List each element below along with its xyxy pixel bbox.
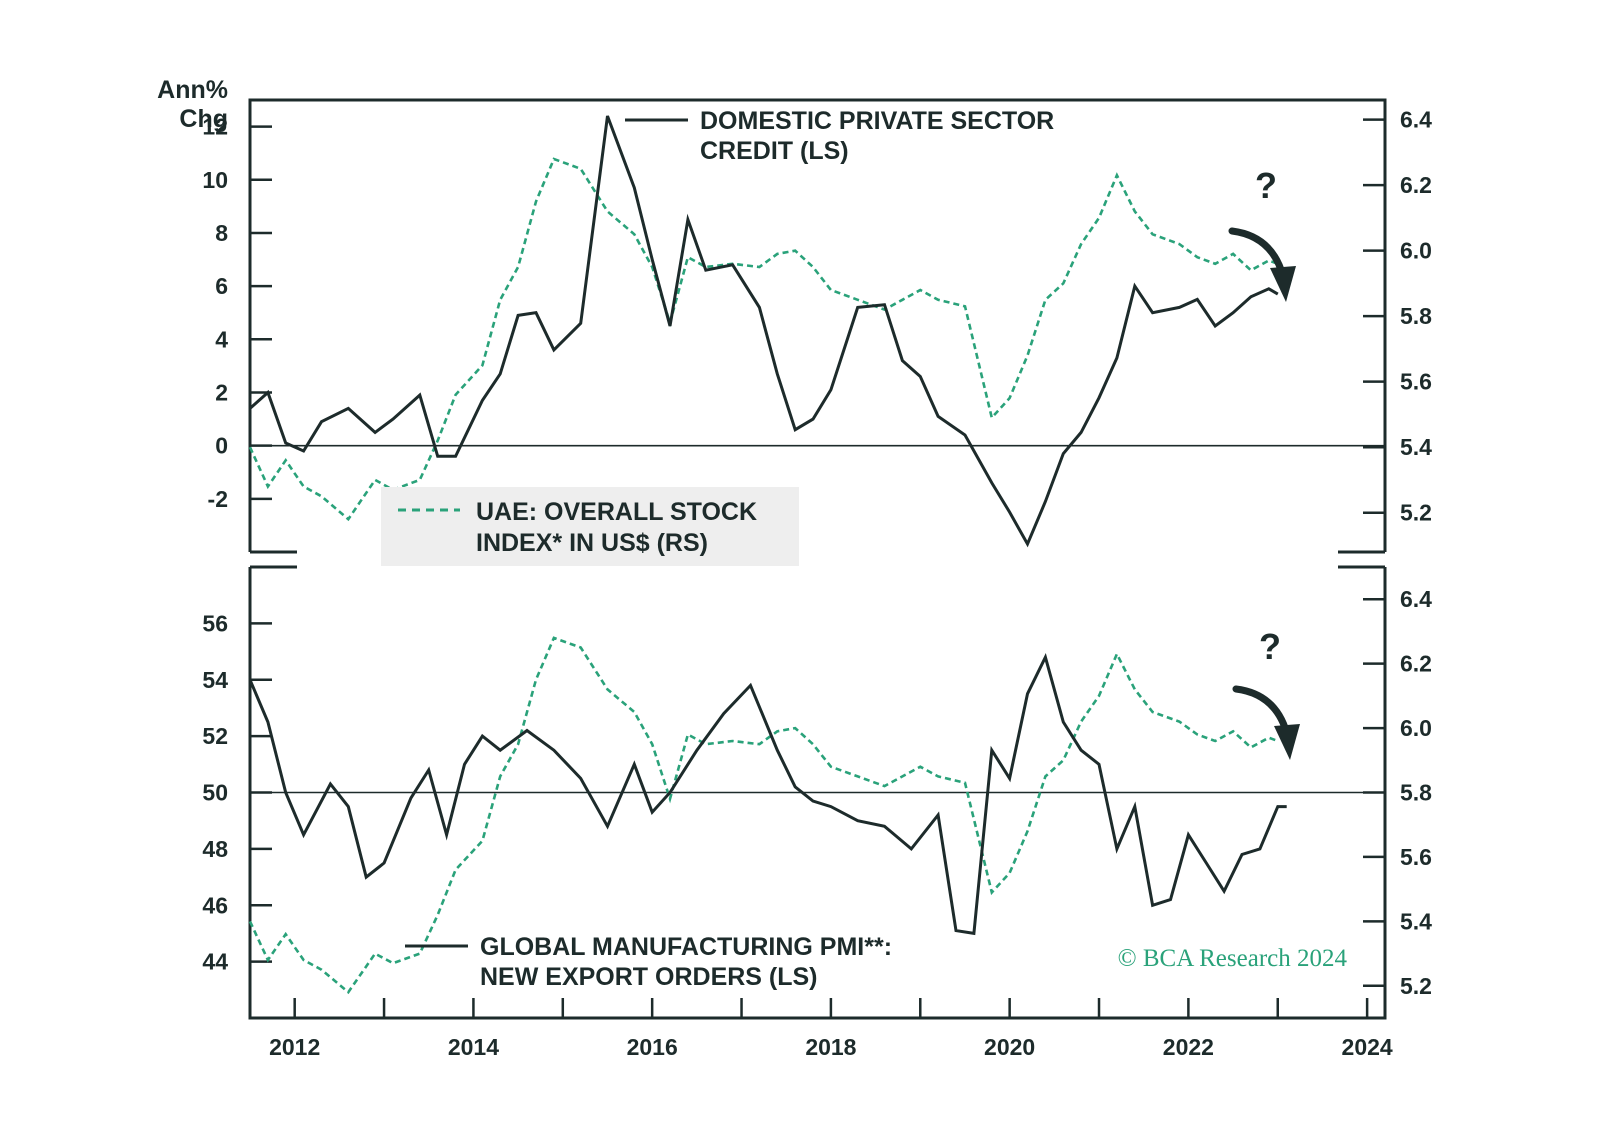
top-arrowhead-icon	[1270, 266, 1296, 302]
top-right-tick-label: 5.8	[1400, 303, 1432, 329]
top-left-axis-ticks: 12 10 8 6 4 2 0 -2	[202, 114, 272, 512]
x-tick-label: 2016	[627, 1034, 678, 1060]
top-credit-line	[249, 115, 1279, 548]
top-left-tick-label: 10	[202, 167, 228, 193]
x-axis-ticks: 2012 2014 2016 2018 2020 2022 2024	[269, 998, 1393, 1060]
x-tick-label: 2020	[984, 1034, 1035, 1060]
legend-credit-line1: DOMESTIC PRIVATE SECTOR	[700, 107, 1054, 135]
bottom-right-tick-label: 5.6	[1400, 844, 1432, 870]
bottom-right-tick-label: 5.8	[1400, 780, 1432, 806]
bottom-right-tick-label: 6.2	[1400, 651, 1432, 677]
top-left-tick-label: -2	[208, 486, 228, 512]
bottom-stock-index-line	[248, 636, 1279, 995]
bottom-arrowhead-icon	[1274, 724, 1300, 760]
top-right-axis-ticks: 6.4 6.2 6.0 5.8 5.6 5.4 5.2	[1363, 107, 1432, 526]
x-tick-label: 2012	[269, 1034, 320, 1060]
top-right-tick-label: 6.4	[1400, 107, 1432, 133]
bottom-pmi-line	[248, 652, 1287, 936]
bottom-right-tick-label: 5.2	[1400, 973, 1432, 999]
bottom-right-axis-ticks: 6.4 6.2 6.0 5.8 5.6 5.4 5.2	[1363, 586, 1432, 999]
bottom-left-tick-label: 50	[202, 780, 228, 806]
top-stock-index-line	[248, 157, 1279, 522]
top-panel-frame	[248, 98, 1387, 554]
top-left-tick-label: 0	[215, 433, 228, 459]
left-axis-unit-line2: Chg	[179, 105, 228, 133]
top-right-tick-label: 5.2	[1400, 500, 1432, 526]
legend-stock-line1: UAE: OVERALL STOCK	[476, 498, 757, 526]
top-left-tick-label: 4	[215, 326, 228, 352]
top-left-tick-label: 6	[215, 273, 228, 299]
legend-pmi-line2: NEW EXPORT ORDERS (LS)	[480, 963, 818, 991]
bottom-left-tick-label: 48	[202, 836, 228, 862]
x-tick-label: 2024	[1342, 1034, 1393, 1060]
left-axis-unit-line1: Ann%	[157, 76, 228, 104]
bottom-left-tick-label: 56	[202, 610, 228, 636]
top-left-tick-label: 8	[215, 220, 228, 246]
bottom-left-tick-label: 52	[202, 723, 228, 749]
x-tick-label: 2014	[448, 1034, 499, 1060]
bottom-question-mark: ?	[1259, 626, 1281, 667]
top-right-tick-label: 6.0	[1400, 238, 1432, 264]
top-right-tick-label: 6.2	[1400, 172, 1432, 198]
copyright: © BCA Research 2024	[1118, 945, 1348, 972]
legend-pmi-line1: GLOBAL MANUFACTURING PMI**:	[480, 933, 892, 961]
bottom-left-tick-label: 44	[202, 949, 228, 975]
legend-stock-box	[381, 487, 799, 566]
top-question-mark: ?	[1255, 165, 1277, 206]
legend-credit-line2: CREDIT (LS)	[700, 137, 849, 165]
bottom-right-tick-label: 6.4	[1400, 586, 1432, 612]
bottom-right-tick-label: 5.4	[1400, 908, 1432, 934]
bottom-right-tick-label: 6.0	[1400, 715, 1432, 741]
legend-stock-line2: INDEX* IN US$ (RS)	[476, 529, 708, 557]
bottom-left-tick-label: 46	[202, 892, 228, 918]
top-right-tick-label: 5.4	[1400, 434, 1432, 460]
bottom-left-tick-label: 54	[202, 667, 228, 693]
x-tick-label: 2022	[1163, 1034, 1214, 1060]
bottom-left-axis-ticks: 56 54 52 50 48 46 44	[202, 610, 272, 975]
top-right-tick-label: 5.6	[1400, 369, 1432, 395]
top-left-tick-label: 2	[215, 379, 228, 405]
top-left-tick-label: 12	[202, 114, 228, 140]
x-tick-label: 2018	[805, 1034, 856, 1060]
